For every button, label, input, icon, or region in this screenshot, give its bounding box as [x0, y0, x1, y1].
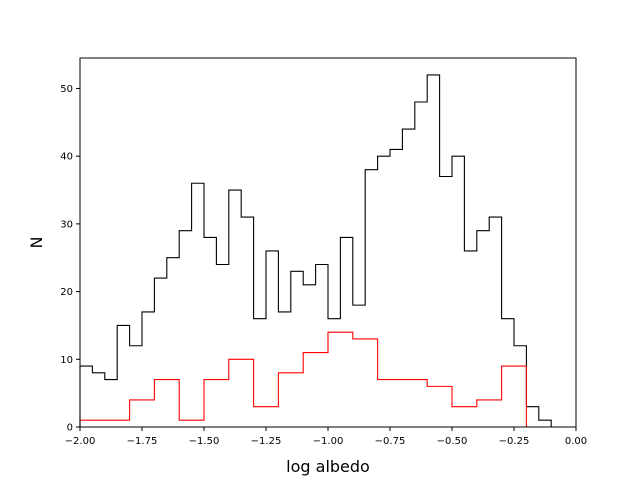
x-axis-ticks: −2.00 −1.75 −1.50 −1.25 −1.00 −0.75 −0.50 −0.25…	[65, 427, 587, 447]
x-tick-label: −2.00	[65, 436, 96, 447]
series-layer	[79, 74, 576, 428]
x-tick-label: −1.50	[189, 436, 220, 447]
x-tick-label: 0.00	[565, 436, 587, 447]
y-axis-title: N	[27, 237, 46, 249]
y-tick-label: 30	[60, 219, 73, 230]
x-tick-label: −0.75	[375, 436, 406, 447]
x-axis-title: log albedo	[286, 457, 370, 476]
y-tick-label: 10	[60, 355, 73, 366]
y-tick-label: 0	[67, 423, 73, 434]
x-tick-label: −0.25	[499, 436, 530, 447]
x-tick-label: −1.25	[251, 436, 282, 447]
x-tick-label: −1.75	[127, 436, 158, 447]
x-tick-label: −1.00	[313, 436, 344, 447]
histogram-series-2	[79, 331, 576, 428]
y-tick-label: 40	[60, 152, 73, 163]
histogram-series-1	[79, 74, 576, 428]
y-tick-label: 20	[60, 287, 73, 298]
x-tick-label: −0.50	[437, 436, 468, 447]
y-tick-label: 50	[60, 84, 73, 95]
y-axis-ticks: 0 10 20 30 40 50	[60, 84, 80, 434]
